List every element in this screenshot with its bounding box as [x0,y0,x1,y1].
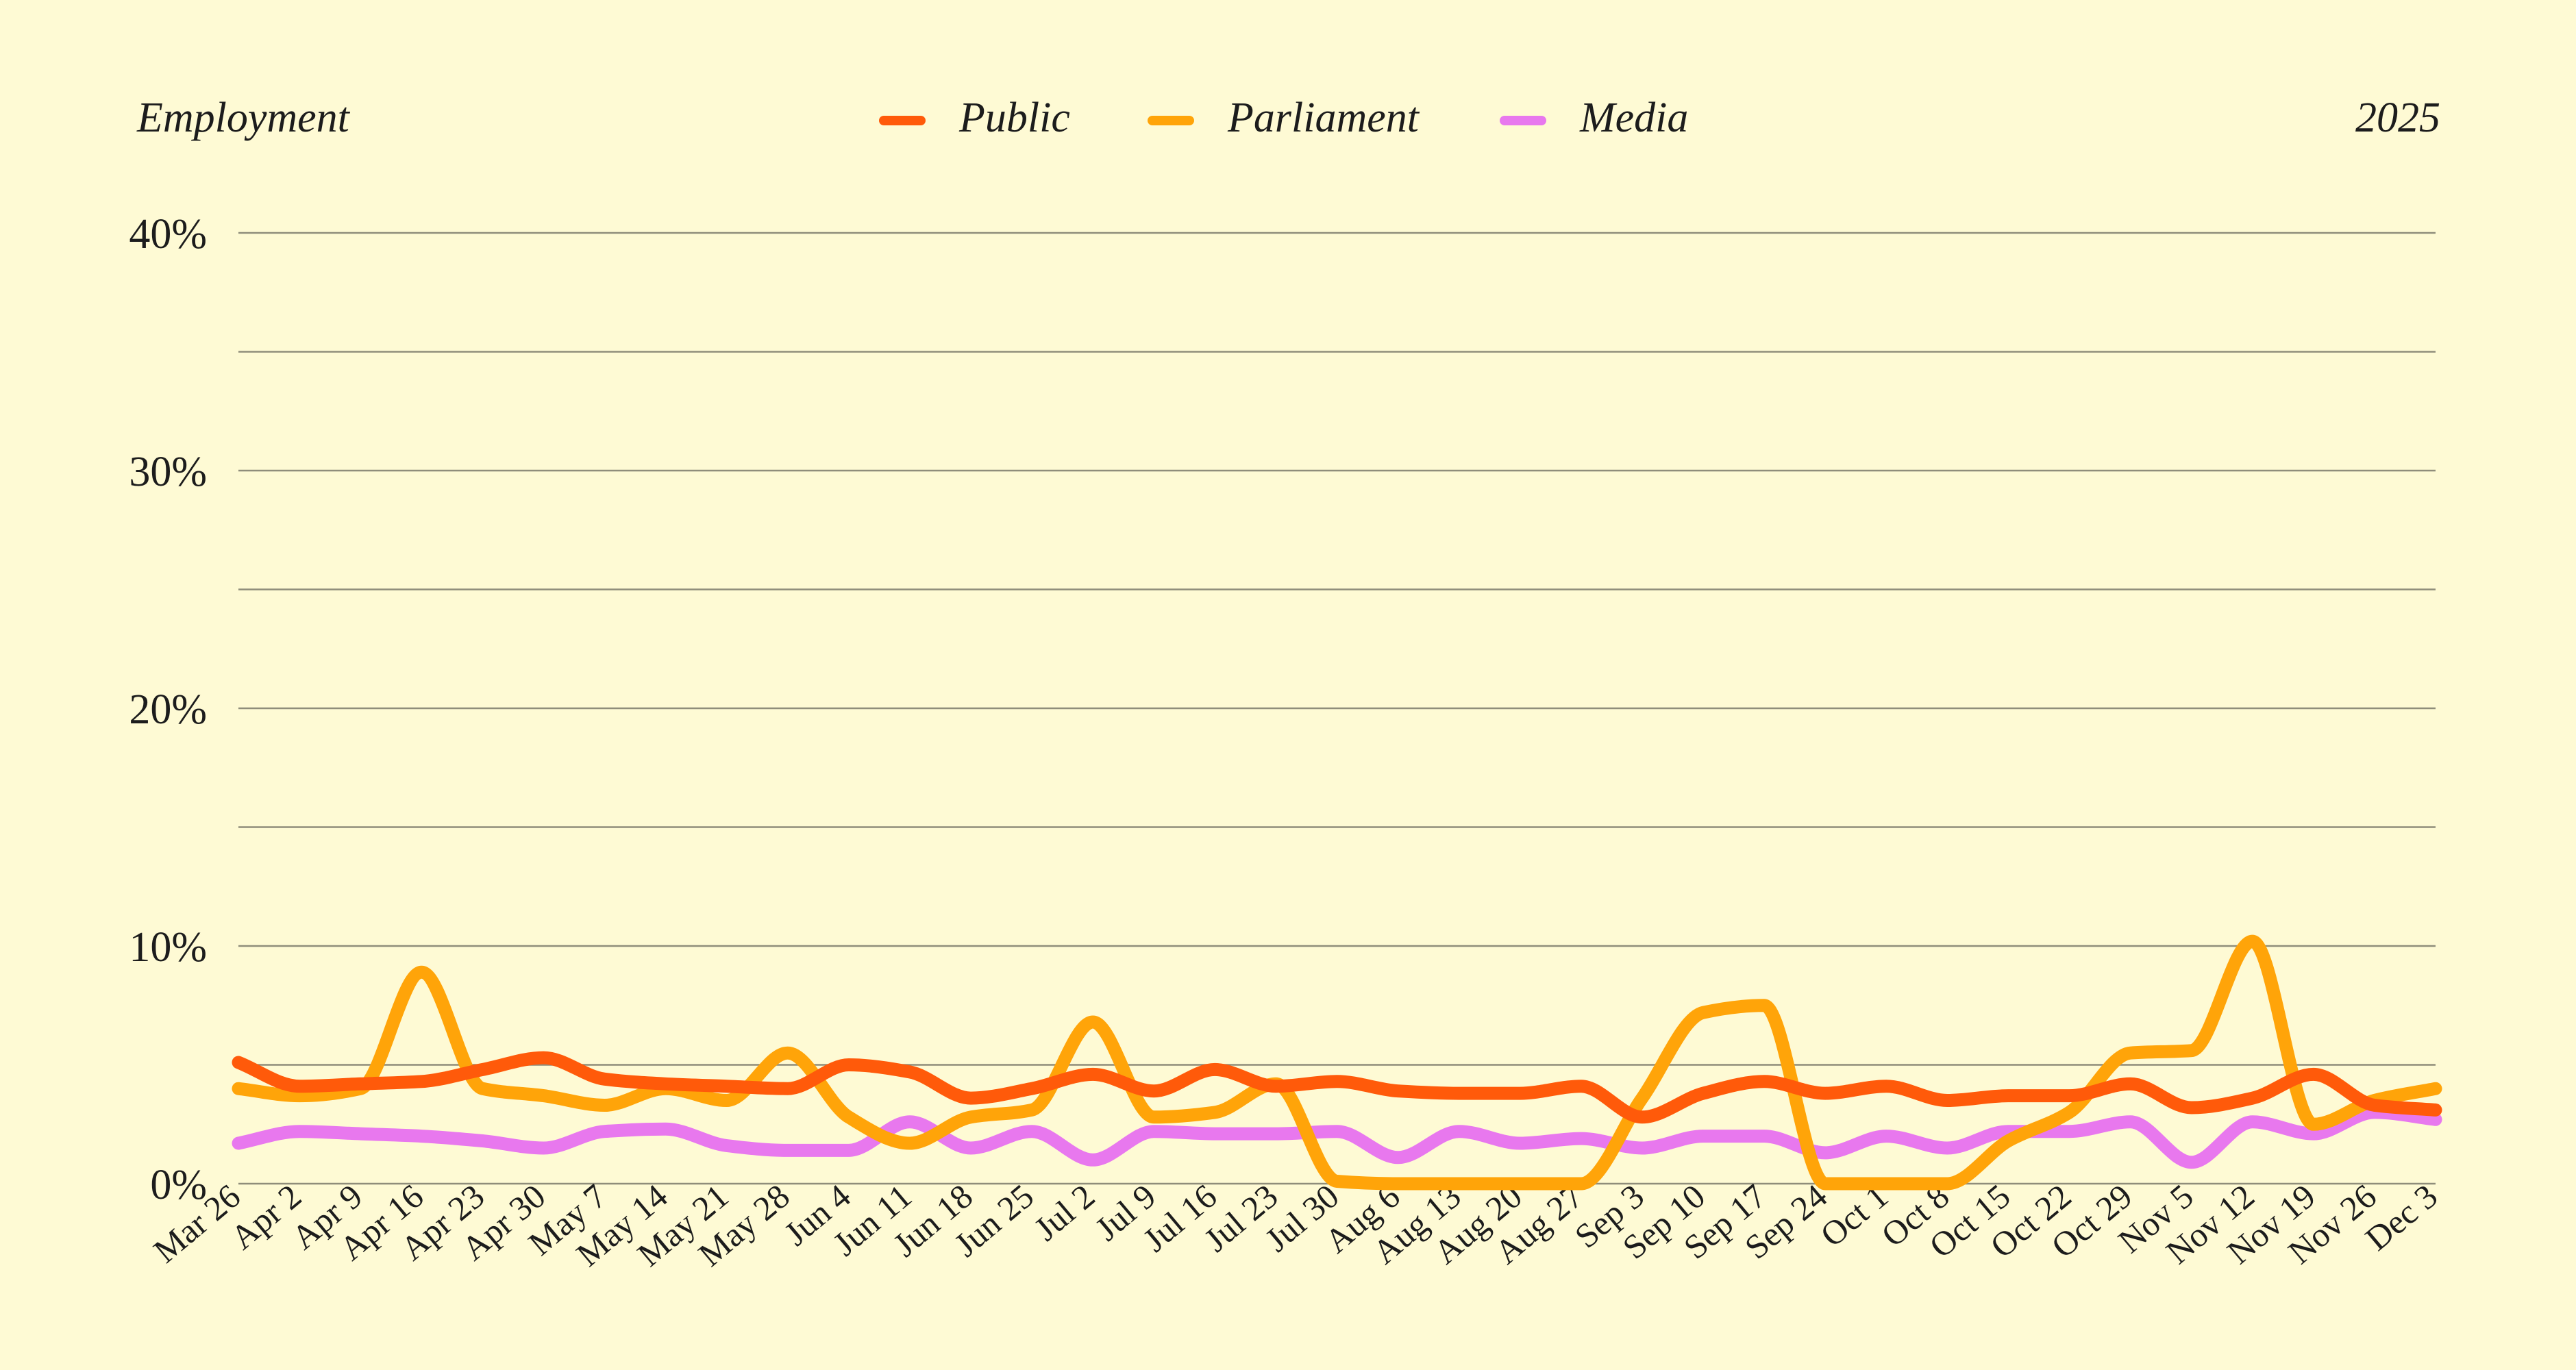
legend-label-public: Public [958,95,1070,141]
plot-area [232,934,2442,1191]
legend: Public Parliament Media [879,95,1688,141]
y-tick-label: 10% [129,924,207,971]
y-tick-label: 30% [129,449,207,495]
year-label: 2025 [2355,95,2440,141]
legend-label-media: Media [1579,95,1688,141]
y-tick-label: 40% [129,211,207,258]
y-tick-label: 0% [150,1162,207,1208]
x-tick-label: Jul 2 [1027,1177,1102,1249]
chart-title: Employment [136,95,351,141]
x-tick-label: Dec 3 [2358,1177,2444,1258]
series-line-public [232,1051,2442,1124]
series-line-media [232,1106,2442,1169]
y-tick-label: 20% [129,686,207,733]
legend-label-parliament: Parliament [1227,95,1420,141]
y-axis: 0% 10% 20% 30% 40% [129,211,207,1208]
gridlines [238,232,2436,1185]
x-tick-label: Apr 2 [223,1177,308,1257]
